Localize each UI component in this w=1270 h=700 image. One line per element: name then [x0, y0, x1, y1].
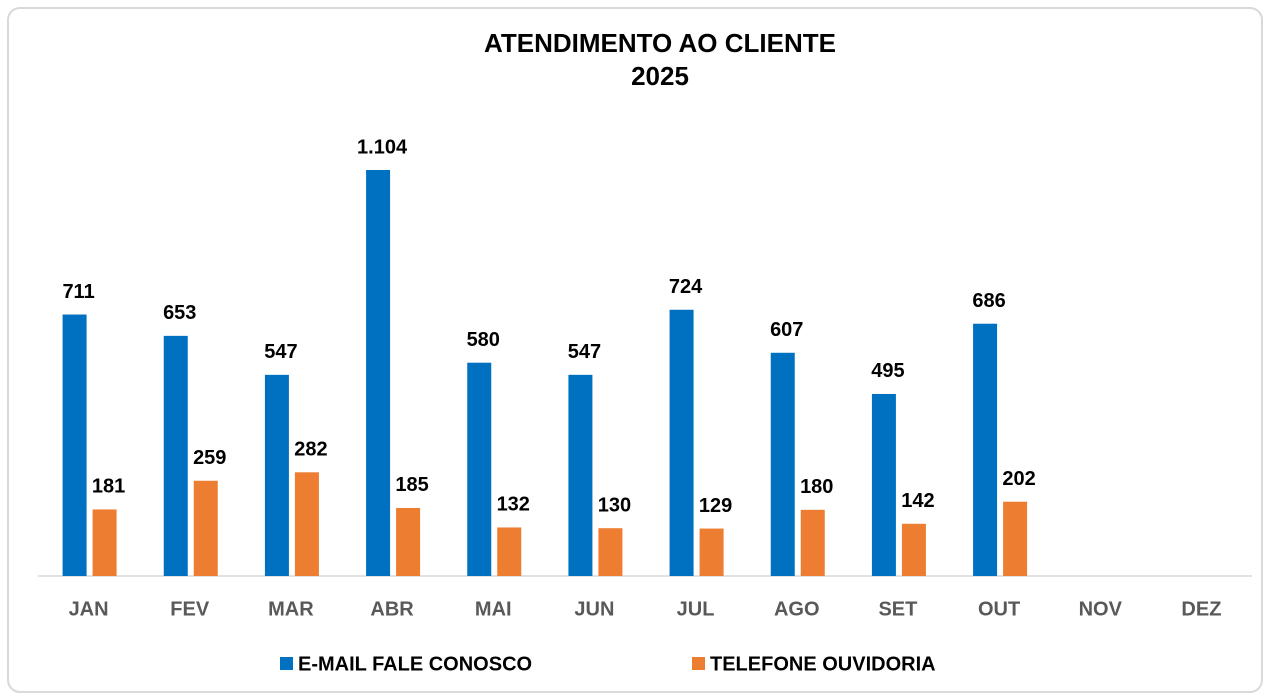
x-tick-label: FEV [170, 598, 210, 620]
bar [1003, 501, 1028, 576]
bar [598, 528, 623, 576]
bar [193, 480, 218, 576]
x-tick-label: JAN [69, 598, 109, 620]
bar [770, 352, 795, 576]
data-label: 653 [163, 302, 196, 324]
legend-swatch [692, 657, 705, 670]
x-tick-label: AGO [774, 598, 820, 620]
data-label: 495 [871, 360, 904, 382]
data-label: 724 [669, 276, 703, 298]
bar [163, 335, 188, 576]
bar [973, 323, 998, 576]
x-tick-label: OUT [978, 598, 1020, 620]
chart-subtitle: 2025 [631, 61, 689, 91]
bar [294, 472, 319, 576]
bar [901, 523, 926, 576]
bar [568, 374, 593, 576]
data-label: 259 [193, 447, 226, 469]
data-label: 607 [770, 319, 803, 341]
bar [800, 509, 825, 576]
data-label: 130 [598, 494, 631, 516]
data-label: 686 [972, 290, 1005, 312]
data-label: 282 [294, 439, 327, 461]
legend-swatch [280, 657, 293, 670]
bar [62, 314, 87, 576]
chart-title: ATENDIMENTO AO CLIENTE [484, 28, 836, 58]
bar [497, 527, 522, 576]
bar [699, 528, 724, 576]
x-tick-label: ABR [370, 598, 414, 620]
data-label: 142 [901, 490, 934, 512]
data-label: 547 [264, 341, 297, 363]
x-tick-label: NOV [1079, 598, 1123, 620]
x-tick-label: MAI [475, 598, 512, 620]
bar [366, 170, 391, 576]
data-label: 132 [497, 494, 530, 516]
bar [467, 362, 492, 576]
x-tick-label: MAR [268, 598, 314, 620]
x-tick-label: JUL [677, 598, 715, 620]
bar [669, 309, 694, 576]
x-tick-label: JUN [574, 598, 614, 620]
data-label: 202 [1002, 468, 1035, 490]
bar [396, 507, 421, 576]
bar [871, 393, 896, 576]
legend-label: TELEFONE OUVIDORIA [710, 653, 936, 675]
data-label: 547 [568, 341, 601, 363]
data-label: 1.104 [357, 136, 408, 158]
legend-label: E-MAIL FALE CONOSCO [298, 653, 532, 675]
bar [264, 374, 289, 576]
data-label: 580 [467, 329, 500, 351]
x-tick-label: DEZ [1181, 598, 1221, 620]
data-label: 185 [395, 474, 428, 496]
data-label: 181 [92, 476, 125, 498]
bar [92, 509, 117, 576]
data-label: 129 [699, 495, 732, 517]
chart-frame [7, 7, 1263, 693]
data-label: 711 [62, 281, 94, 303]
x-tick-label: SET [878, 598, 917, 620]
data-label: 180 [800, 476, 833, 498]
